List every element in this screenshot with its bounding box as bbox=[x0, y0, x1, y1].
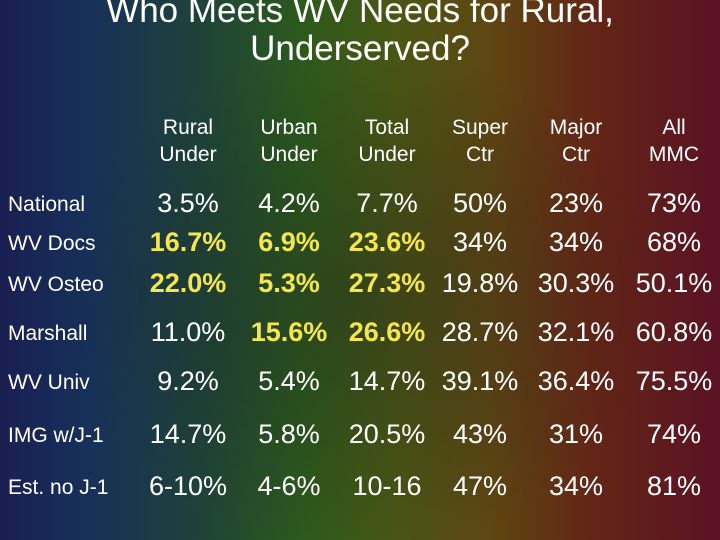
row-national-cell-super-ctr: 50% bbox=[452, 188, 508, 218]
row-wv-osteo-cell-major-ctr: 30.3% bbox=[537, 268, 615, 298]
row-wv-univ-cell-rural-under: 9.2% bbox=[157, 366, 219, 396]
row-wv-univ-cell-urban-under: 5.4% bbox=[258, 366, 320, 396]
row-marshall-cell-rural-under: 11.0% bbox=[150, 317, 226, 347]
row-est-no-j-1-cell-major-ctr: 34% bbox=[548, 471, 604, 501]
column-header-major-ctr: Major Ctr bbox=[549, 116, 603, 166]
title-line-1: Who Meets WV Needs for Rural, bbox=[106, 0, 614, 30]
row-wv-docs-cell-rural-under: 16.7% bbox=[149, 227, 227, 257]
row-marshall-cell-urban-under: 15.6% bbox=[250, 317, 328, 347]
row-national-cell-rural-under: 3.5% bbox=[157, 188, 219, 218]
row-est-no-j-1-cell-total-under: 10-16 bbox=[352, 471, 422, 501]
row-wv-osteo-cell-urban-under: 5.3% bbox=[258, 268, 320, 298]
row-wv-osteo-cell-rural-under: 22.0% bbox=[149, 268, 227, 298]
row-img-w-j-1-cell-urban-under: 5.8% bbox=[258, 419, 320, 449]
row-wv-osteo-cell-super-ctr: 19.8% bbox=[441, 268, 519, 298]
row-wv-docs-cell-super-ctr: 34% bbox=[452, 227, 508, 257]
row-wv-docs-cell-total-under: 23.6% bbox=[348, 227, 426, 257]
column-header-super-ctr: Super Ctr bbox=[451, 116, 509, 166]
row-marshall-label: Marshall bbox=[8, 322, 88, 345]
row-est-no-j-1-cell-all-mmc: 81% bbox=[646, 471, 702, 501]
row-est-no-j-1-cell-super-ctr: 47% bbox=[452, 471, 508, 501]
row-img-w-j-1-cell-rural-under: 14.7% bbox=[149, 419, 227, 449]
row-wv-univ-cell-major-ctr: 36.4% bbox=[537, 366, 615, 396]
row-est-no-j-1-cell-rural-under: 6-10% bbox=[148, 471, 228, 501]
row-img-w-j-1-label: IMG w/J-1 bbox=[8, 424, 104, 447]
column-header-urban-under: Urban Under bbox=[260, 116, 318, 166]
row-wv-univ-cell-super-ctr: 39.1% bbox=[441, 366, 519, 396]
row-wv-univ-cell-total-under: 14.7% bbox=[348, 366, 426, 396]
row-marshall-cell-major-ctr: 32.1% bbox=[537, 317, 615, 347]
row-wv-docs-cell-urban-under: 6.9% bbox=[258, 227, 320, 257]
row-marshall-cell-total-under: 26.6% bbox=[348, 317, 426, 347]
row-est-no-j-1-label: Est. no J-1 bbox=[8, 476, 109, 499]
row-img-w-j-1-cell-major-ctr: 31% bbox=[548, 419, 604, 449]
column-header-all-mmc: All MMC bbox=[648, 116, 700, 166]
row-national-label: National bbox=[8, 193, 86, 216]
row-wv-osteo-label: WV Osteo bbox=[8, 273, 104, 296]
row-wv-univ-label: WV Univ bbox=[8, 371, 90, 394]
row-national-cell-major-ctr: 23% bbox=[548, 188, 604, 218]
row-img-w-j-1-cell-super-ctr: 43% bbox=[452, 419, 508, 449]
row-wv-docs-cell-all-mmc: 68% bbox=[646, 227, 702, 257]
row-national-cell-urban-under: 4.2% bbox=[258, 188, 320, 218]
column-header-rural-under: Rural Under bbox=[159, 116, 217, 166]
row-wv-docs-cell-major-ctr: 34% bbox=[548, 227, 604, 257]
row-img-w-j-1-cell-total-under: 20.5% bbox=[348, 419, 426, 449]
row-est-no-j-1-cell-urban-under: 4-6% bbox=[257, 471, 321, 501]
column-header-total-under: Total Under bbox=[358, 116, 416, 166]
row-wv-osteo-cell-all-mmc: 50.1% bbox=[635, 268, 713, 298]
row-national-cell-all-mmc: 73% bbox=[646, 188, 702, 218]
title-line-2: Underserved? bbox=[250, 29, 470, 68]
row-img-w-j-1-cell-all-mmc: 74% bbox=[646, 419, 702, 449]
row-wv-osteo-cell-total-under: 27.3% bbox=[348, 268, 426, 298]
row-wv-docs-label: WV Docs bbox=[8, 232, 96, 255]
row-national-cell-total-under: 7.7% bbox=[356, 188, 418, 218]
row-wv-univ-cell-all-mmc: 75.5% bbox=[635, 366, 713, 396]
row-marshall-cell-super-ctr: 28.7% bbox=[441, 317, 519, 347]
row-marshall-cell-all-mmc: 60.8% bbox=[635, 317, 713, 347]
slide-title: Who Meets WV Needs for Rural, Underserve… bbox=[0, 0, 720, 68]
